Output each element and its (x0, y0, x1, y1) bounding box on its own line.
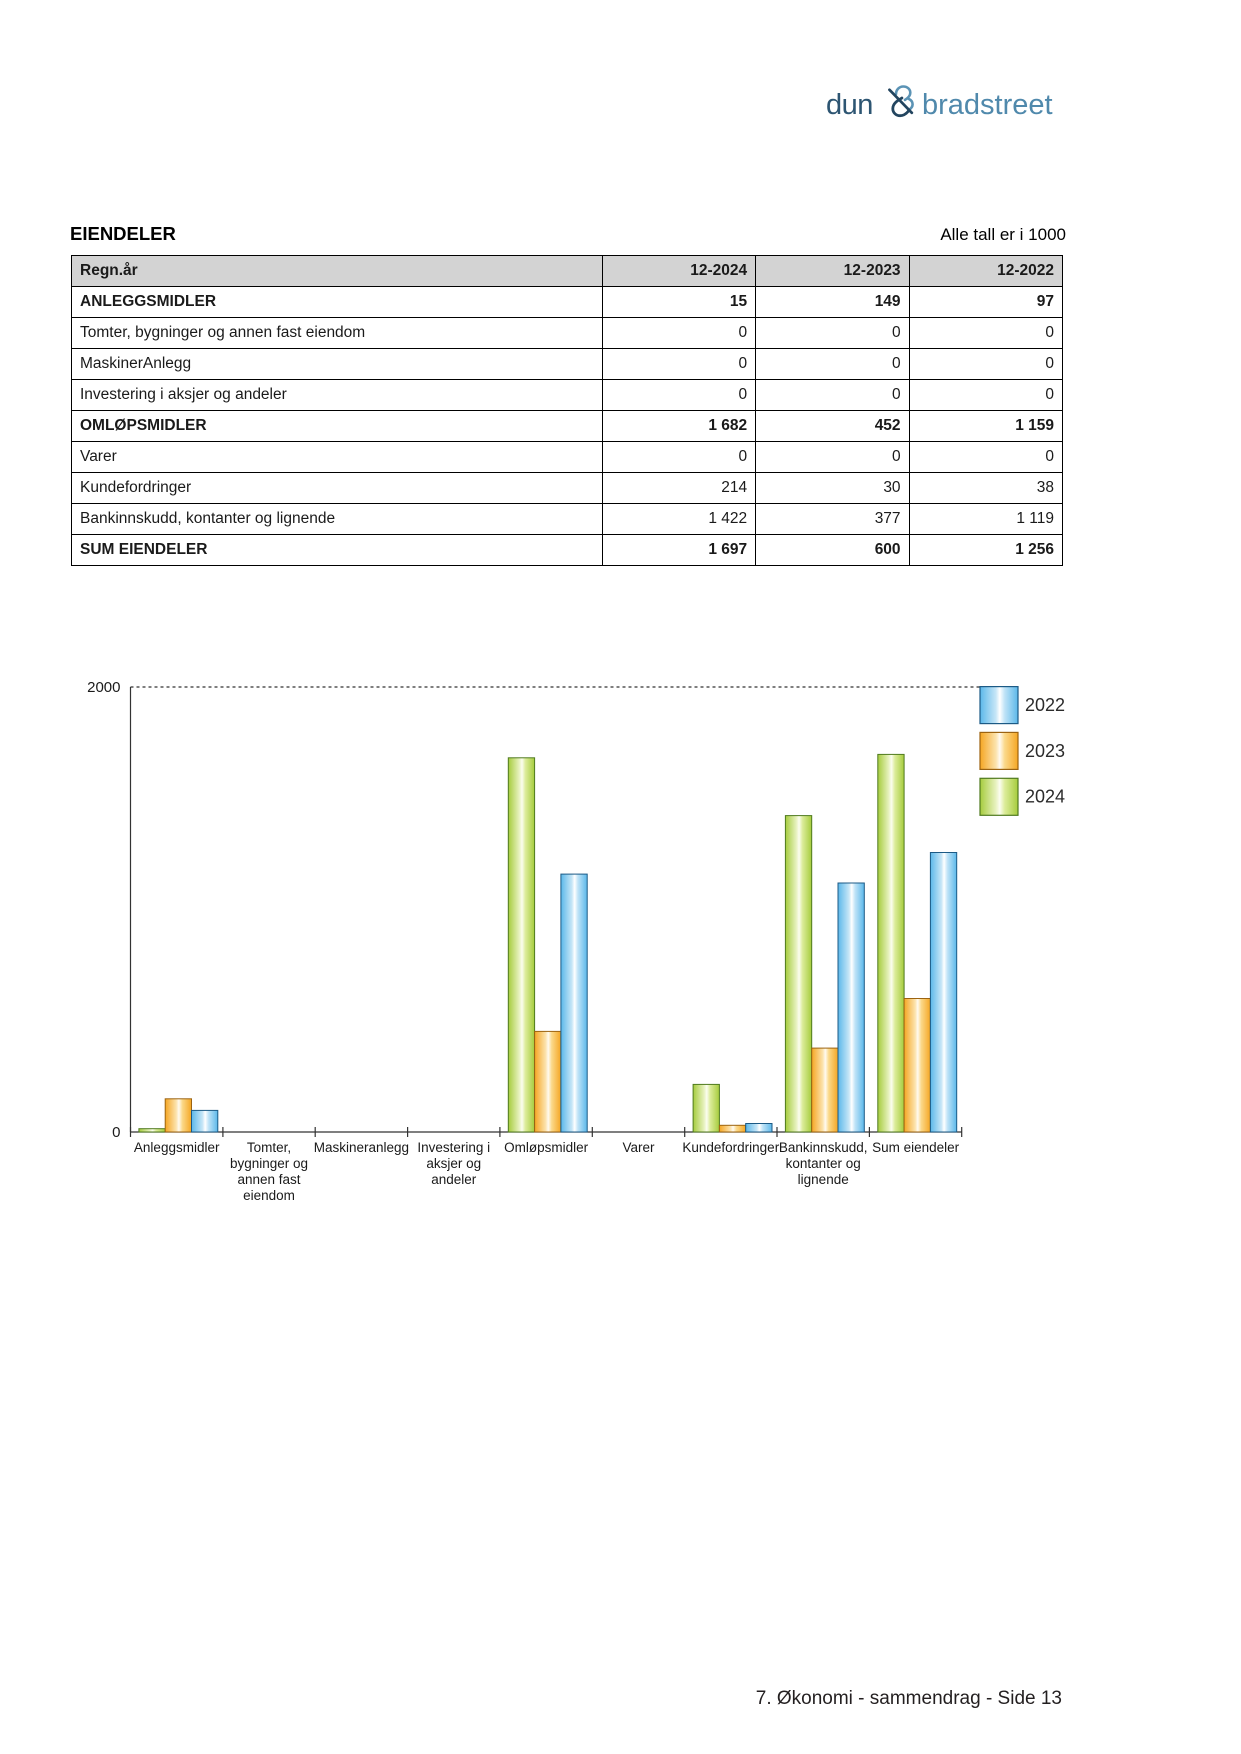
svg-text:dun: dun (826, 89, 873, 121)
svg-text:Maskineranlegg: Maskineranlegg (314, 1140, 409, 1155)
svg-text:Sum eiendeler: Sum eiendeler (872, 1140, 960, 1155)
svg-text:Varer: Varer (622, 1140, 655, 1155)
svg-text:Kundefordringer: Kundefordringer (682, 1140, 779, 1155)
svg-text:2000: 2000 (87, 679, 120, 696)
svg-text:2024: 2024 (1025, 787, 1065, 807)
svg-text:bradstreet: bradstreet (922, 89, 1053, 121)
svg-text:2022: 2022 (1025, 695, 1065, 715)
svg-text:0: 0 (112, 1124, 120, 1141)
svg-text:Anleggsmidler: Anleggsmidler (134, 1140, 220, 1155)
svg-text:Omløpsmidler: Omløpsmidler (504, 1140, 589, 1155)
svg-text:2023: 2023 (1025, 741, 1065, 761)
